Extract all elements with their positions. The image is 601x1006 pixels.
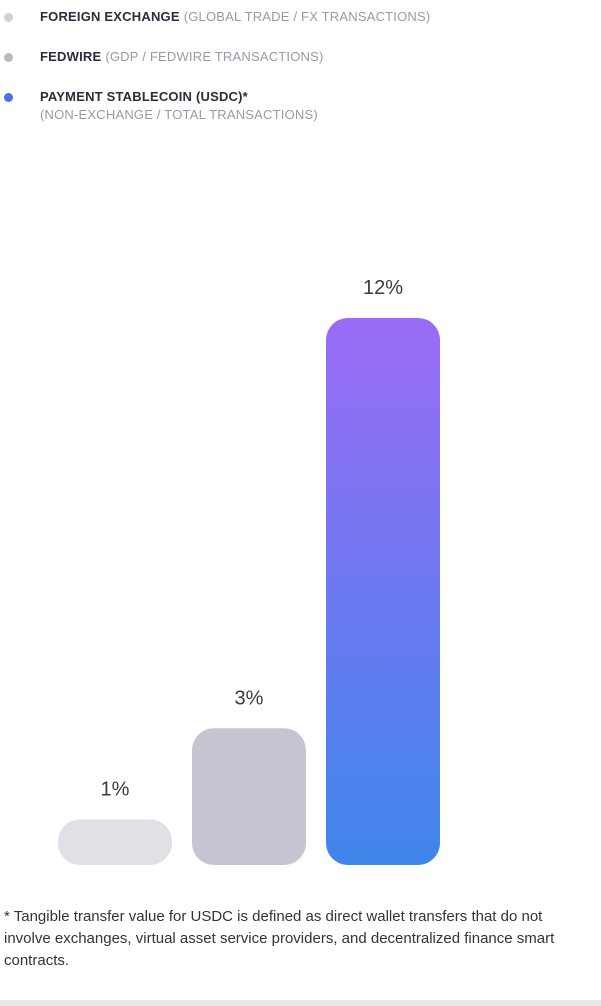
value-label: 12% — [363, 277, 403, 299]
bar — [326, 318, 440, 865]
legend-dot — [4, 13, 13, 22]
bar — [192, 728, 306, 865]
legend-label: PAYMENT STABLECOIN (USDC)* — [40, 89, 248, 104]
bottom-rule — [0, 1000, 601, 1006]
bar — [58, 819, 172, 865]
legend-label: FOREIGN EXCHANGE — [40, 9, 180, 24]
legend-dot — [4, 93, 13, 102]
legend-item: FOREIGN EXCHANGE (GLOBAL TRADE / FX TRANS… — [0, 6, 601, 28]
value-label: 1% — [101, 778, 130, 800]
value-label: 3% — [235, 687, 264, 709]
legend-description: (GLOBAL TRADE / FX TRANSACTIONS) — [183, 9, 431, 24]
legend: FOREIGN EXCHANGE (GLOBAL TRADE / FX TRANS… — [0, 6, 601, 144]
legend-item: FEDWIRE (GDP / FEDWIRE TRANSACTIONS) — [0, 46, 601, 68]
legend-description: (NON-EXCHANGE / TOTAL TRANSACTIONS) — [40, 107, 318, 122]
legend-description: (GDP / FEDWIRE TRANSACTIONS) — [105, 49, 324, 64]
legend-label: FEDWIRE — [40, 49, 102, 64]
legend-item: PAYMENT STABLECOIN (USDC)* (NON-EXCHANGE … — [0, 86, 601, 126]
footnote: * Tangible transfer value for USDC is de… — [4, 908, 555, 969]
legend-dot — [4, 53, 13, 62]
